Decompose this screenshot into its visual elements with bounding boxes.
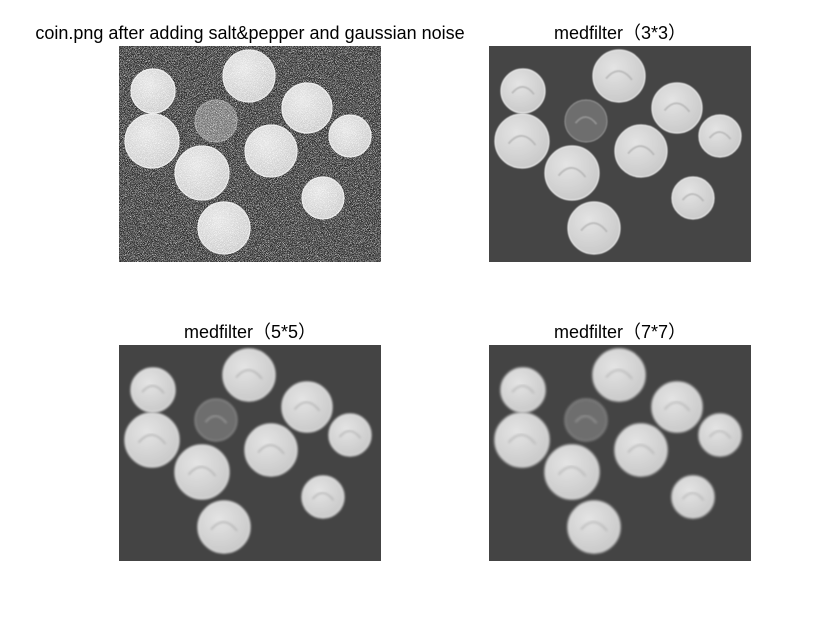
panel-title-medfilter-3x3: medfilter（3*3） <box>489 22 751 44</box>
coin <box>615 424 667 476</box>
coin <box>672 177 714 219</box>
coin <box>699 115 741 157</box>
coin <box>175 445 229 499</box>
coin <box>495 114 549 168</box>
coin <box>282 382 332 432</box>
medfilter-7x7-coins-image <box>489 345 751 561</box>
coin <box>699 414 741 456</box>
noisy-coins-image <box>119 46 381 262</box>
panel-title-noisy: coin.png after adding salt&pepper and ga… <box>0 22 500 44</box>
panel-title-medfilter-7x7: medfilter（7*7） <box>489 321 751 343</box>
coin <box>565 399 607 441</box>
coin <box>568 202 620 254</box>
medfilter-3x3-coins-image <box>489 46 751 262</box>
coin <box>501 69 545 113</box>
coin <box>329 414 371 456</box>
coin <box>545 146 599 200</box>
coin <box>565 100 607 142</box>
coin <box>245 424 297 476</box>
coin <box>223 349 275 401</box>
coin <box>131 368 175 412</box>
panel-title-medfilter-5x5: medfilter（5*5） <box>119 321 381 343</box>
coin <box>593 50 645 102</box>
noise-overlay <box>119 46 381 262</box>
coin <box>652 382 702 432</box>
coin <box>615 125 667 177</box>
medfilter-5x5-coins-image <box>119 345 381 561</box>
coin <box>672 476 714 518</box>
coin <box>495 413 549 467</box>
coin <box>545 445 599 499</box>
coin <box>195 399 237 441</box>
coin <box>501 368 545 412</box>
coin <box>652 83 702 133</box>
coin <box>302 476 344 518</box>
coin <box>198 501 250 553</box>
coin <box>125 413 179 467</box>
coin <box>593 349 645 401</box>
coin <box>568 501 620 553</box>
